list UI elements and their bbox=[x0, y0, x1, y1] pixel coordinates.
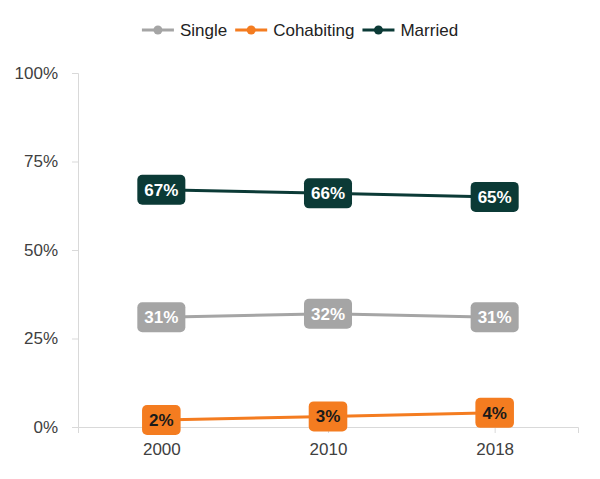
data-labels: 31% 32% 31% 2% 3% 4% 67% 66% 65% bbox=[137, 175, 518, 435]
legend-label: Single bbox=[180, 21, 227, 40]
data-label-box bbox=[471, 302, 519, 332]
legend-item: Single bbox=[142, 21, 227, 40]
legend: Single Cohabiting Married bbox=[142, 21, 458, 40]
y-tick: 50% bbox=[24, 241, 78, 260]
data-label-box bbox=[475, 398, 514, 428]
data-label-text: 32% bbox=[311, 305, 345, 324]
data-label: 4% bbox=[475, 398, 514, 428]
data-label-text: 31% bbox=[478, 308, 512, 327]
data-label-box bbox=[137, 302, 185, 332]
data-label-box bbox=[304, 178, 352, 208]
data-label-text: 3% bbox=[316, 407, 341, 426]
legend-label: Cohabiting bbox=[273, 21, 354, 40]
y-tick-label: 25% bbox=[24, 329, 58, 348]
legend-marker bbox=[374, 26, 383, 35]
y-tick-mark bbox=[72, 427, 78, 428]
chart: 0% 25% 50% 75% 100% 2000 2010 2018 31% 32% 31% 2% 3%… bbox=[0, 0, 600, 479]
legend-item: Married bbox=[362, 21, 458, 40]
data-label: 66% bbox=[304, 178, 352, 208]
data-label-text: 67% bbox=[144, 181, 178, 200]
data-label: 65% bbox=[471, 182, 519, 212]
y-tick-mark bbox=[72, 250, 78, 251]
data-label-text: 2% bbox=[149, 411, 174, 430]
data-label-box bbox=[137, 175, 185, 205]
legend-item: Cohabiting bbox=[235, 21, 354, 40]
y-tick: 75% bbox=[24, 152, 78, 171]
legend-label: Married bbox=[400, 21, 458, 40]
data-label-box bbox=[471, 182, 519, 212]
y-tick-mark bbox=[72, 339, 78, 340]
data-label: 31% bbox=[137, 302, 185, 332]
legend-marker bbox=[153, 26, 162, 35]
data-label-text: 65% bbox=[478, 188, 512, 207]
y-tick: 0% bbox=[33, 418, 78, 437]
data-label-text: 4% bbox=[482, 404, 507, 423]
y-tick-mark bbox=[72, 73, 78, 74]
data-label: 32% bbox=[304, 299, 352, 329]
data-label: 67% bbox=[137, 175, 185, 205]
plot-area bbox=[157, 185, 499, 424]
x-tick-label: 2010 bbox=[310, 440, 348, 459]
y-tick-label: 100% bbox=[15, 64, 58, 83]
data-label-box bbox=[309, 401, 348, 431]
y-tick-mark bbox=[72, 162, 78, 163]
y-tick-label: 0% bbox=[33, 418, 58, 437]
data-label-text: 31% bbox=[144, 308, 178, 327]
y-axis-line bbox=[72, 74, 79, 428]
data-label-text: 66% bbox=[311, 184, 345, 203]
y-tick: 100% bbox=[15, 64, 78, 83]
y-axis: 0% 25% 50% 75% 100% bbox=[15, 64, 79, 437]
x-tick-mark bbox=[495, 427, 496, 433]
legend-marker bbox=[247, 26, 256, 35]
x-tick: 2010 bbox=[310, 427, 348, 459]
data-label: 31% bbox=[471, 302, 519, 332]
x-tick-label: 2018 bbox=[476, 440, 514, 459]
x-tick: 2018 bbox=[476, 427, 514, 459]
y-tick: 25% bbox=[24, 329, 78, 348]
x-tick-label: 2000 bbox=[143, 440, 181, 459]
y-tick-label: 75% bbox=[24, 152, 58, 171]
data-label: 2% bbox=[142, 405, 181, 435]
data-label-box bbox=[142, 405, 181, 435]
data-label-box bbox=[304, 299, 352, 329]
data-label: 3% bbox=[309, 401, 348, 431]
y-tick-label: 50% bbox=[24, 241, 58, 260]
